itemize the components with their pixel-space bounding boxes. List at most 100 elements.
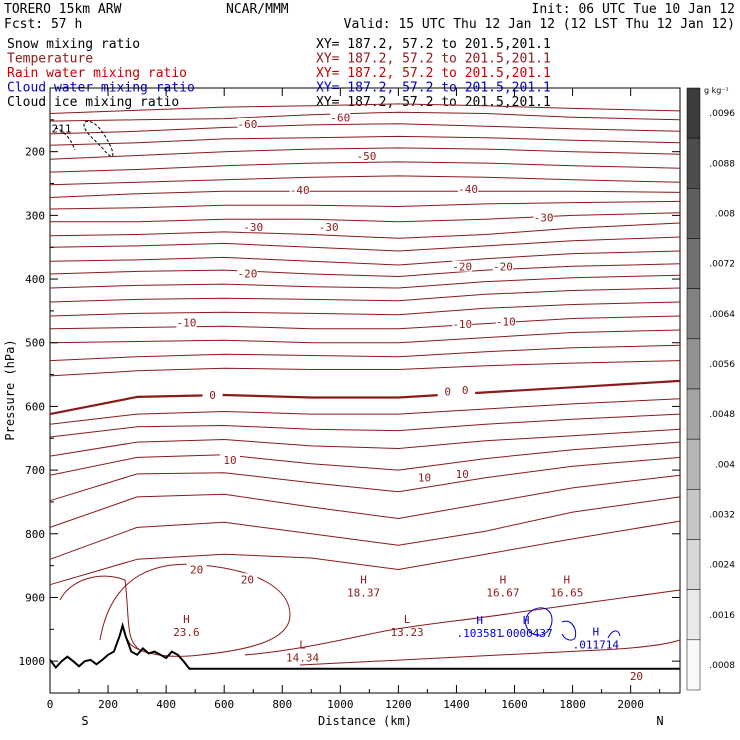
isotherm-line	[50, 212, 681, 223]
misc-label: 211	[52, 123, 72, 136]
contour-label-bg	[243, 221, 264, 233]
contour-label: -20	[493, 261, 513, 274]
legend-label: Rain water mixing ratio	[7, 66, 187, 81]
isotherm-line	[49, 161, 681, 173]
contour-label: -60	[330, 112, 350, 125]
colorbar-swatch	[686, 238, 701, 289]
colorbar-swatch	[686, 288, 701, 340]
colorbar-swatch	[686, 87, 701, 139]
contour-label: -20	[237, 268, 257, 281]
forecast-hour: Fcst: 57 h	[4, 17, 82, 32]
extremum-value: 18.37	[347, 586, 380, 599]
contour-label-bg	[202, 389, 223, 401]
contour-label: 0	[462, 384, 469, 397]
contour-label-bg	[492, 260, 513, 272]
model-title: TORERO 15km ARW	[4, 2, 122, 17]
x-tick-label: 1600	[501, 698, 528, 711]
colorbar-tick-label: .0096	[709, 109, 735, 119]
isotherm-line	[49, 274, 681, 289]
colorbar-tick-label: .0016	[709, 611, 735, 621]
contour-label-bg	[452, 317, 473, 329]
x-axis-title: Distance (km)	[318, 714, 412, 728]
valid-time: Valid: 15 UTC Thu 12 Jan 12 (12 LST Thu …	[344, 17, 735, 32]
contour-label: 0	[209, 389, 216, 402]
plot-frame	[49, 87, 681, 694]
isotherm-line	[49, 287, 681, 303]
isotherm-line	[49, 520, 681, 586]
isotherm-line	[49, 360, 681, 377]
y-tick-label: 1000	[19, 655, 46, 668]
y-tick-label: 400	[25, 273, 45, 286]
contour-label: -10	[496, 315, 516, 328]
isotherm-line	[49, 103, 681, 114]
isotherm-line	[49, 428, 681, 457]
contour-label: -30	[243, 221, 263, 234]
contour-label-bg	[237, 573, 258, 585]
extremum-marker: H	[183, 613, 190, 626]
contour-label-bg	[186, 563, 207, 575]
contour-label-bg	[455, 384, 476, 396]
isotherm-line	[49, 111, 681, 122]
contour-label-bg	[626, 670, 647, 682]
x-tick-label: 600	[214, 698, 234, 711]
colorbar-tick-label: .0024	[709, 561, 735, 571]
extremum-marker: H	[360, 573, 367, 586]
colorbar-swatch	[686, 388, 701, 440]
cloud-ice-contour	[83, 120, 114, 157]
colorbar-tick-label: .008	[715, 209, 735, 219]
isotherm-line	[49, 301, 681, 317]
colorbar-tick-label: .0056	[709, 360, 735, 370]
contour-label: -60	[237, 118, 257, 131]
extremum-value: 13.23	[391, 626, 424, 639]
contour-label: 10	[223, 454, 236, 467]
contour-label-bg	[495, 315, 516, 327]
contour-label-bg	[356, 149, 377, 161]
contour-label: -30	[319, 221, 339, 234]
legend-coords: XY= 187.2, 57.2 to 201.5,201.1	[316, 66, 551, 81]
colorbar-tick-label: .0088	[709, 159, 735, 169]
legend-coords: XY= 187.2, 57.2 to 201.5,201.1	[316, 37, 551, 52]
isotherm-line	[244, 589, 681, 656]
contour-label: -20	[452, 261, 472, 274]
contour-label: 10	[456, 468, 469, 481]
y-tick-label: 300	[25, 209, 45, 222]
isotherm-line	[99, 563, 291, 657]
contour-label-bg	[330, 111, 351, 123]
contour-label-bg	[289, 184, 310, 196]
y-tick-label: 900	[25, 591, 45, 604]
contour-label-bg	[533, 211, 554, 223]
isotherm-line	[59, 575, 141, 651]
extremum-value: .0000437	[500, 627, 553, 640]
colorbar: .0096 .0088 .008 .0072 .0064 .0056 .0048 .004 .0…	[686, 87, 735, 691]
contour-label: -40	[290, 184, 310, 197]
south-label: S	[81, 714, 88, 728]
terrain-line	[49, 621, 680, 670]
contour-label: -50	[357, 150, 377, 163]
colorbar-swatch	[686, 539, 701, 590]
legend-label: Snow mixing ratio	[7, 37, 140, 52]
extremum-marker: H	[476, 614, 483, 627]
legend-coords: XY= 187.2, 57.2 to 201.5,201.1	[316, 52, 551, 67]
colorbar-unit: g kg⁻¹	[704, 86, 729, 95]
init-time: Init: 06 UTC Tue 10 Jan 12	[532, 2, 736, 17]
contour-labels: -60 -60 -50 -40 -40 -30 -30 -30 -20 -20 -20 -10 -10 -…	[52, 111, 647, 683]
contour-label: -10	[452, 318, 472, 331]
colorbar-swatch	[686, 589, 701, 641]
extremum-value: 16.67	[486, 586, 519, 599]
contour-label: -40	[458, 183, 478, 196]
legend-label: Temperature	[7, 52, 93, 67]
x-tick-label: 0	[47, 698, 54, 711]
isotherm-line	[49, 315, 681, 330]
contour-label-bg	[414, 471, 435, 483]
x-tick-label: 1400	[443, 698, 470, 711]
x-tick-label: 800	[272, 698, 292, 711]
contour-label-bg	[318, 221, 339, 233]
isotherm-line	[49, 135, 681, 146]
extremum-value: .011714	[573, 639, 620, 652]
cloud-water-contours	[525, 607, 621, 641]
isotherm-line	[49, 456, 681, 502]
x-tick-label: 1000	[327, 698, 354, 711]
isotherm-line	[49, 147, 681, 160]
cloud-water-contour	[607, 630, 621, 639]
contour-label: -10	[177, 317, 197, 330]
